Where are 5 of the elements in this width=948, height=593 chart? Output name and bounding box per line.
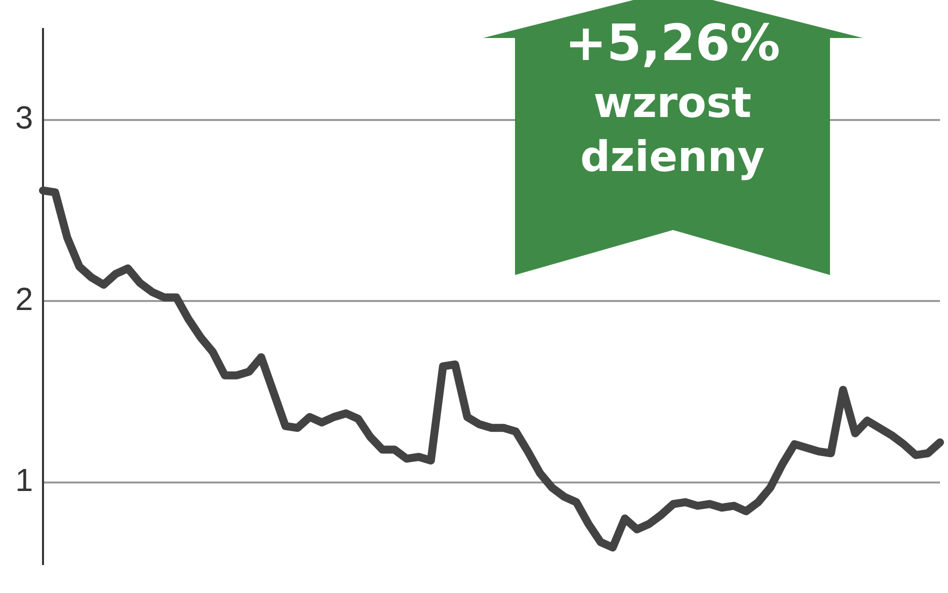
- y-tick-label: 1: [15, 462, 33, 498]
- y-tick-label: 2: [15, 280, 33, 317]
- annotation: wzrost dzienny: [579, 77, 766, 183]
- y-tick-label: 3: [15, 100, 33, 136]
- annotation: +5,26%: [564, 13, 782, 74]
